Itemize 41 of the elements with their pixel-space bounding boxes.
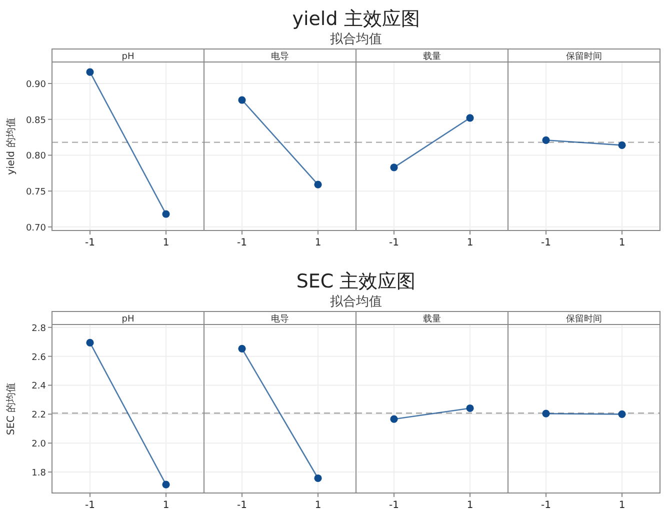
- x-tick-label: 1: [618, 238, 626, 248]
- y-axis-title: yield 的均值: [5, 118, 17, 175]
- y-tick-label: 2.2: [32, 410, 46, 421]
- text: 拟合均值: [330, 294, 382, 310]
- x-tick-label: -1: [389, 238, 399, 248]
- x-tick-label: 1: [314, 238, 322, 248]
- x-tick-label: -1: [541, 500, 551, 511]
- y-tick-label: 2.0: [32, 440, 46, 450]
- y-tick-label: 0.80: [26, 152, 46, 162]
- y-axis-title: SEC 的均值: [5, 382, 17, 436]
- chart-title: 载量: [423, 314, 441, 324]
- x-tick-label: 1: [466, 500, 474, 511]
- y-tick-label: 0.70: [26, 223, 46, 234]
- chart-title: 电导: [271, 51, 289, 62]
- x-tick-label: 1: [314, 500, 322, 511]
- y-tick-label: 0.85: [26, 116, 46, 126]
- x-tick-label: 1: [162, 500, 170, 511]
- y-tick-label: 1.8: [32, 468, 46, 479]
- chart-title: 载量: [423, 51, 441, 62]
- x-tick-label: 1: [618, 500, 626, 511]
- chart-title: pH: [122, 314, 134, 324]
- x-tick-label: -1: [85, 500, 95, 511]
- y-tick-label: 2.8: [32, 324, 46, 334]
- y-tick-label: 2.4: [32, 382, 46, 392]
- chart-title: 电导: [271, 314, 289, 324]
- y-tick-label: 0.90: [26, 80, 46, 90]
- chart-title: 保留时间: [566, 51, 602, 62]
- text: SEC 主效应图: [296, 270, 416, 292]
- x-tick-label: -1: [85, 238, 95, 248]
- text: yield 主效应图: [292, 8, 420, 30]
- x-tick-label: -1: [237, 238, 247, 248]
- x-tick-label: -1: [237, 500, 247, 511]
- chart-title: 保留时间: [566, 314, 602, 324]
- text: 拟合均值: [330, 32, 382, 47]
- x-tick-label: 1: [466, 238, 474, 248]
- y-tick-label: 0.75: [26, 188, 46, 198]
- x-tick-label: 1: [162, 238, 170, 248]
- y-tick-label: 2.6: [32, 352, 46, 363]
- x-tick-label: -1: [389, 500, 399, 511]
- x-tick-label: -1: [541, 238, 551, 248]
- chart-title: pH: [122, 52, 134, 62]
